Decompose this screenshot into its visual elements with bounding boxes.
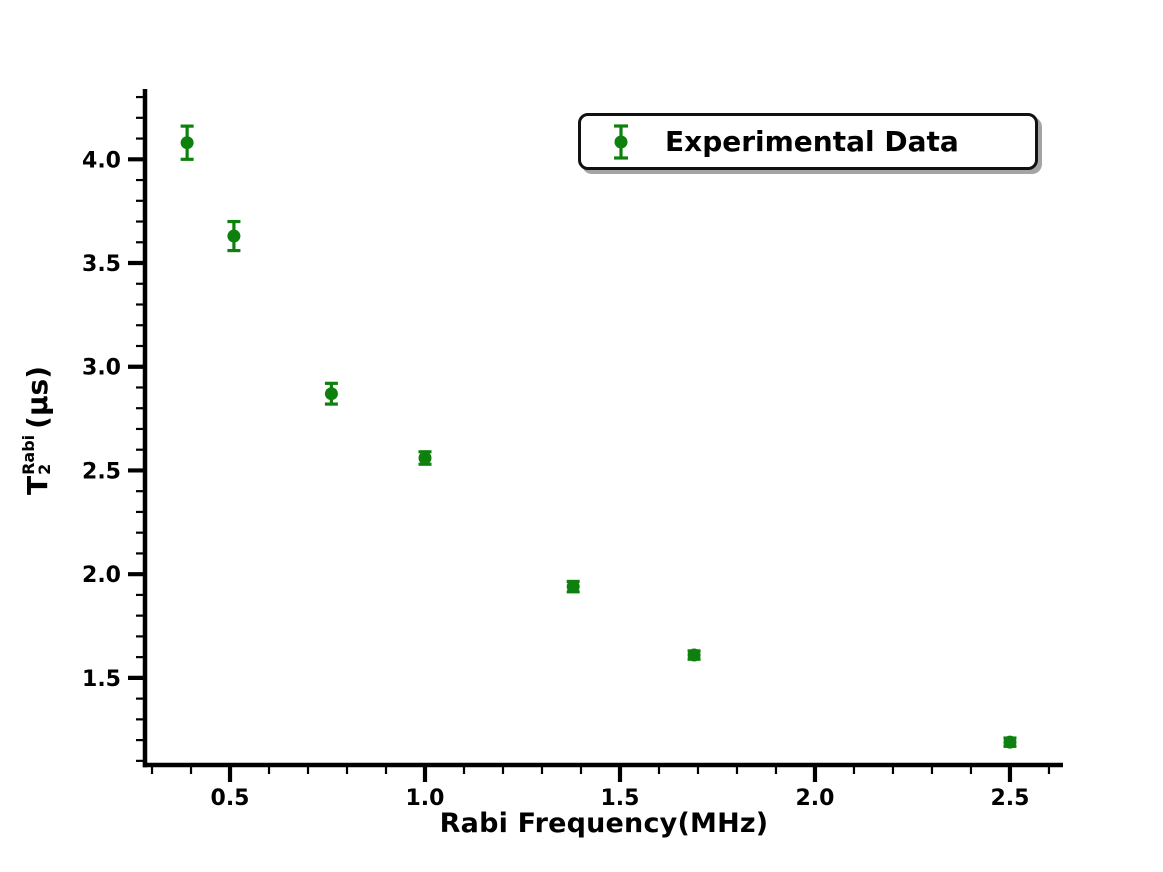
svg-text:1.0: 1.0 <box>406 786 445 811</box>
svg-text:1.5: 1.5 <box>82 667 121 692</box>
legend: Experimental Data <box>578 113 1038 170</box>
svg-text:3.5: 3.5 <box>82 252 121 277</box>
svg-text:2.0: 2.0 <box>82 563 121 588</box>
svg-text:2.5: 2.5 <box>82 459 121 484</box>
legend-marker-icon <box>614 123 628 160</box>
svg-text:2.0: 2.0 <box>795 786 834 811</box>
svg-text:4.0: 4.0 <box>82 148 121 173</box>
svg-text:0.5: 0.5 <box>211 786 250 811</box>
x-axis-label: Rabi Frequency(MHz) <box>439 808 769 839</box>
svg-text:2.5: 2.5 <box>990 786 1029 811</box>
legend-label: Experimental Data <box>665 125 959 158</box>
svg-text:3.0: 3.0 <box>82 356 121 381</box>
svg-text:1.5: 1.5 <box>600 786 639 811</box>
